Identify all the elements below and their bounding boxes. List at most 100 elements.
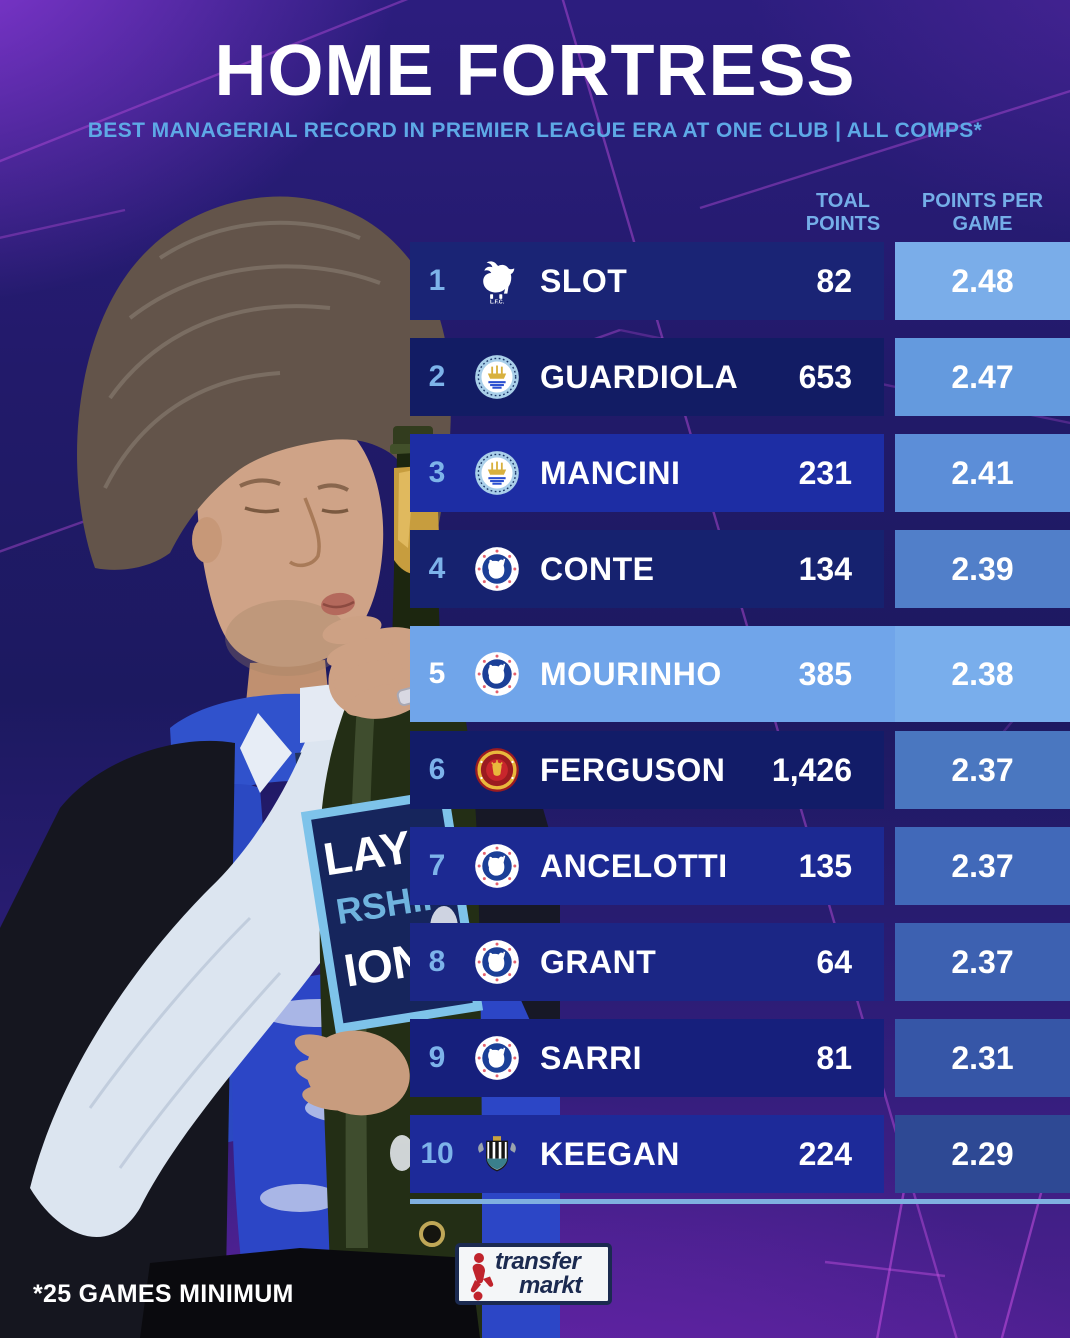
row-main-cell: 8 GRANT 64	[410, 923, 884, 1001]
ppg-cell: 2.38	[895, 626, 1070, 722]
ppg-value: 2.37	[951, 847, 1014, 884]
ppg-value: 2.37	[951, 943, 1014, 980]
manchester-city-badge-icon	[474, 354, 520, 400]
logo-line-1: transfer	[495, 1248, 581, 1275]
row-divider	[884, 626, 895, 722]
rank-label: 6	[428, 753, 446, 786]
column-header-ppg-line1: POINTS PER	[921, 190, 1044, 212]
total-points-value: 82	[816, 262, 852, 299]
rank-label: 2	[428, 360, 446, 393]
row-main-cell: 1 L.F.C. SLOT 82	[410, 242, 884, 320]
manager-name: FERGUSON	[540, 751, 726, 788]
transfermarkt-footballer-icon	[470, 1253, 494, 1301]
newcastle-badge-icon	[474, 1131, 520, 1177]
manager-name: MANCINI	[540, 454, 681, 491]
table-row: 4 CONTE 134 2.39	[410, 530, 1070, 608]
rank-label: 9	[428, 1041, 446, 1074]
table-row: 7 ANCELOTTI 135 2.37	[410, 827, 1070, 905]
row-divider	[884, 242, 895, 320]
rank-label: 10	[420, 1137, 454, 1170]
row-main-cell: 4 CONTE 134	[410, 530, 884, 608]
row-main-cell: 6 FERGUSON 1,426	[410, 731, 884, 809]
rank-label: 1	[428, 264, 446, 297]
column-header-total-points-line2: POINTS	[805, 213, 881, 235]
table-row: 10 KEEGAN 224 2.29	[410, 1115, 1070, 1193]
chelsea-badge-icon	[474, 843, 520, 889]
row-main-cell: 3 MANCINI 231	[410, 434, 884, 512]
ppg-cell: 2.47	[895, 338, 1070, 416]
transfermarkt-logo: transfer markt	[455, 1243, 612, 1305]
row-divider	[884, 1019, 895, 1097]
ppg-value: 2.38	[951, 655, 1014, 692]
ppg-value: 2.29	[951, 1135, 1014, 1172]
column-header-ppg-line2: GAME	[952, 213, 1013, 235]
chelsea-badge-icon	[474, 546, 520, 592]
manager-name: ANCELOTTI	[540, 847, 728, 884]
ppg-value: 2.37	[951, 751, 1014, 788]
ppg-value: 2.31	[951, 1039, 1014, 1076]
manchester-united-badge-icon	[474, 747, 520, 793]
table-row-highlighted: 5 MOURINHO 385 2.38	[410, 626, 1070, 722]
manager-name: MOURINHO	[540, 655, 722, 692]
table-row: 8 GRANT 64 2.37	[410, 923, 1070, 1001]
total-points-value: 385	[798, 655, 852, 692]
liverpool-badge-icon: L.F.C.	[474, 258, 520, 304]
row-divider	[884, 827, 895, 905]
total-points-value: 135	[798, 847, 852, 884]
page-subtitle: BEST MANAGERIAL RECORD IN PREMIER LEAGUE…	[87, 119, 983, 142]
rank-label: 4	[428, 552, 446, 585]
transfermarkt-wordmark: transfer markt	[459, 1247, 608, 1301]
row-divider	[884, 923, 895, 1001]
ppg-cell: 2.39	[895, 530, 1070, 608]
row-divider	[884, 338, 895, 416]
table-row: 3 MANCINI 231 2.41	[410, 434, 1070, 512]
manchester-city-badge-icon	[474, 450, 520, 496]
total-points-value: 81	[816, 1039, 852, 1076]
table-row: 2 GUARDIOLA 653 2.47	[410, 338, 1070, 416]
row-main-cell: 10 KEEGAN 224	[410, 1115, 884, 1193]
rank-label: 3	[428, 456, 446, 489]
manager-photo: LAYS RSHIP IONS	[0, 196, 560, 1338]
ppg-cell: 2.37	[895, 731, 1070, 809]
table-underline	[410, 1199, 1070, 1204]
chelsea-badge-icon	[474, 651, 520, 697]
ppg-value: 2.47	[951, 358, 1014, 395]
manager-name: SARRI	[540, 1039, 643, 1076]
rank-label: 8	[428, 945, 446, 978]
row-main-cell: 5 MOURINHO 385	[410, 626, 884, 722]
page-title: HOME FORTRESS	[214, 31, 856, 111]
chelsea-badge-icon	[474, 939, 520, 985]
total-points-value: 231	[798, 454, 852, 491]
manager-name: GRANT	[540, 943, 657, 980]
ppg-cell: 2.31	[895, 1019, 1070, 1097]
manager-name: GUARDIOLA	[540, 358, 739, 395]
total-points-value: 653	[798, 358, 852, 395]
manager-name: KEEGAN	[540, 1135, 680, 1172]
table-row: 1 L.F.C. SLOT 82 2.48	[410, 242, 1070, 320]
total-points-value: 1,426	[771, 751, 852, 788]
column-header-ppg: POINTS PER GAME	[895, 190, 1070, 236]
ranking-table: 1 L.F.C. SLOT 82 2.48 2 GUARDIOLA 653 2.…	[410, 242, 1070, 1211]
chelsea-badge-icon	[474, 1035, 520, 1081]
footnote: *25 GAMES MINIMUM	[33, 1280, 294, 1308]
ppg-value: 2.48	[951, 262, 1014, 299]
ppg-cell: 2.37	[895, 827, 1070, 905]
manager-name: SLOT	[540, 262, 628, 299]
row-divider	[884, 731, 895, 809]
row-main-cell: 2 GUARDIOLA 653	[410, 338, 884, 416]
table-row: 6 FERGUSON 1,426 2.37	[410, 731, 1070, 809]
logo-line-2: markt	[519, 1272, 582, 1299]
rank-label: 5	[428, 657, 446, 690]
column-header-total-points: TOAL POINTS	[750, 190, 936, 236]
manager-name: CONTE	[540, 550, 655, 587]
row-main-cell: 9 SARRI 81	[410, 1019, 884, 1097]
ppg-cell: 2.29	[895, 1115, 1070, 1193]
row-divider	[884, 1115, 895, 1193]
total-points-value: 64	[816, 943, 852, 980]
ppg-cell: 2.41	[895, 434, 1070, 512]
ppg-value: 2.41	[951, 454, 1014, 491]
svg-text:L.F.C.: L.F.C.	[490, 299, 505, 304]
table-row: 9 SARRI 81 2.31	[410, 1019, 1070, 1097]
row-divider	[884, 530, 895, 608]
